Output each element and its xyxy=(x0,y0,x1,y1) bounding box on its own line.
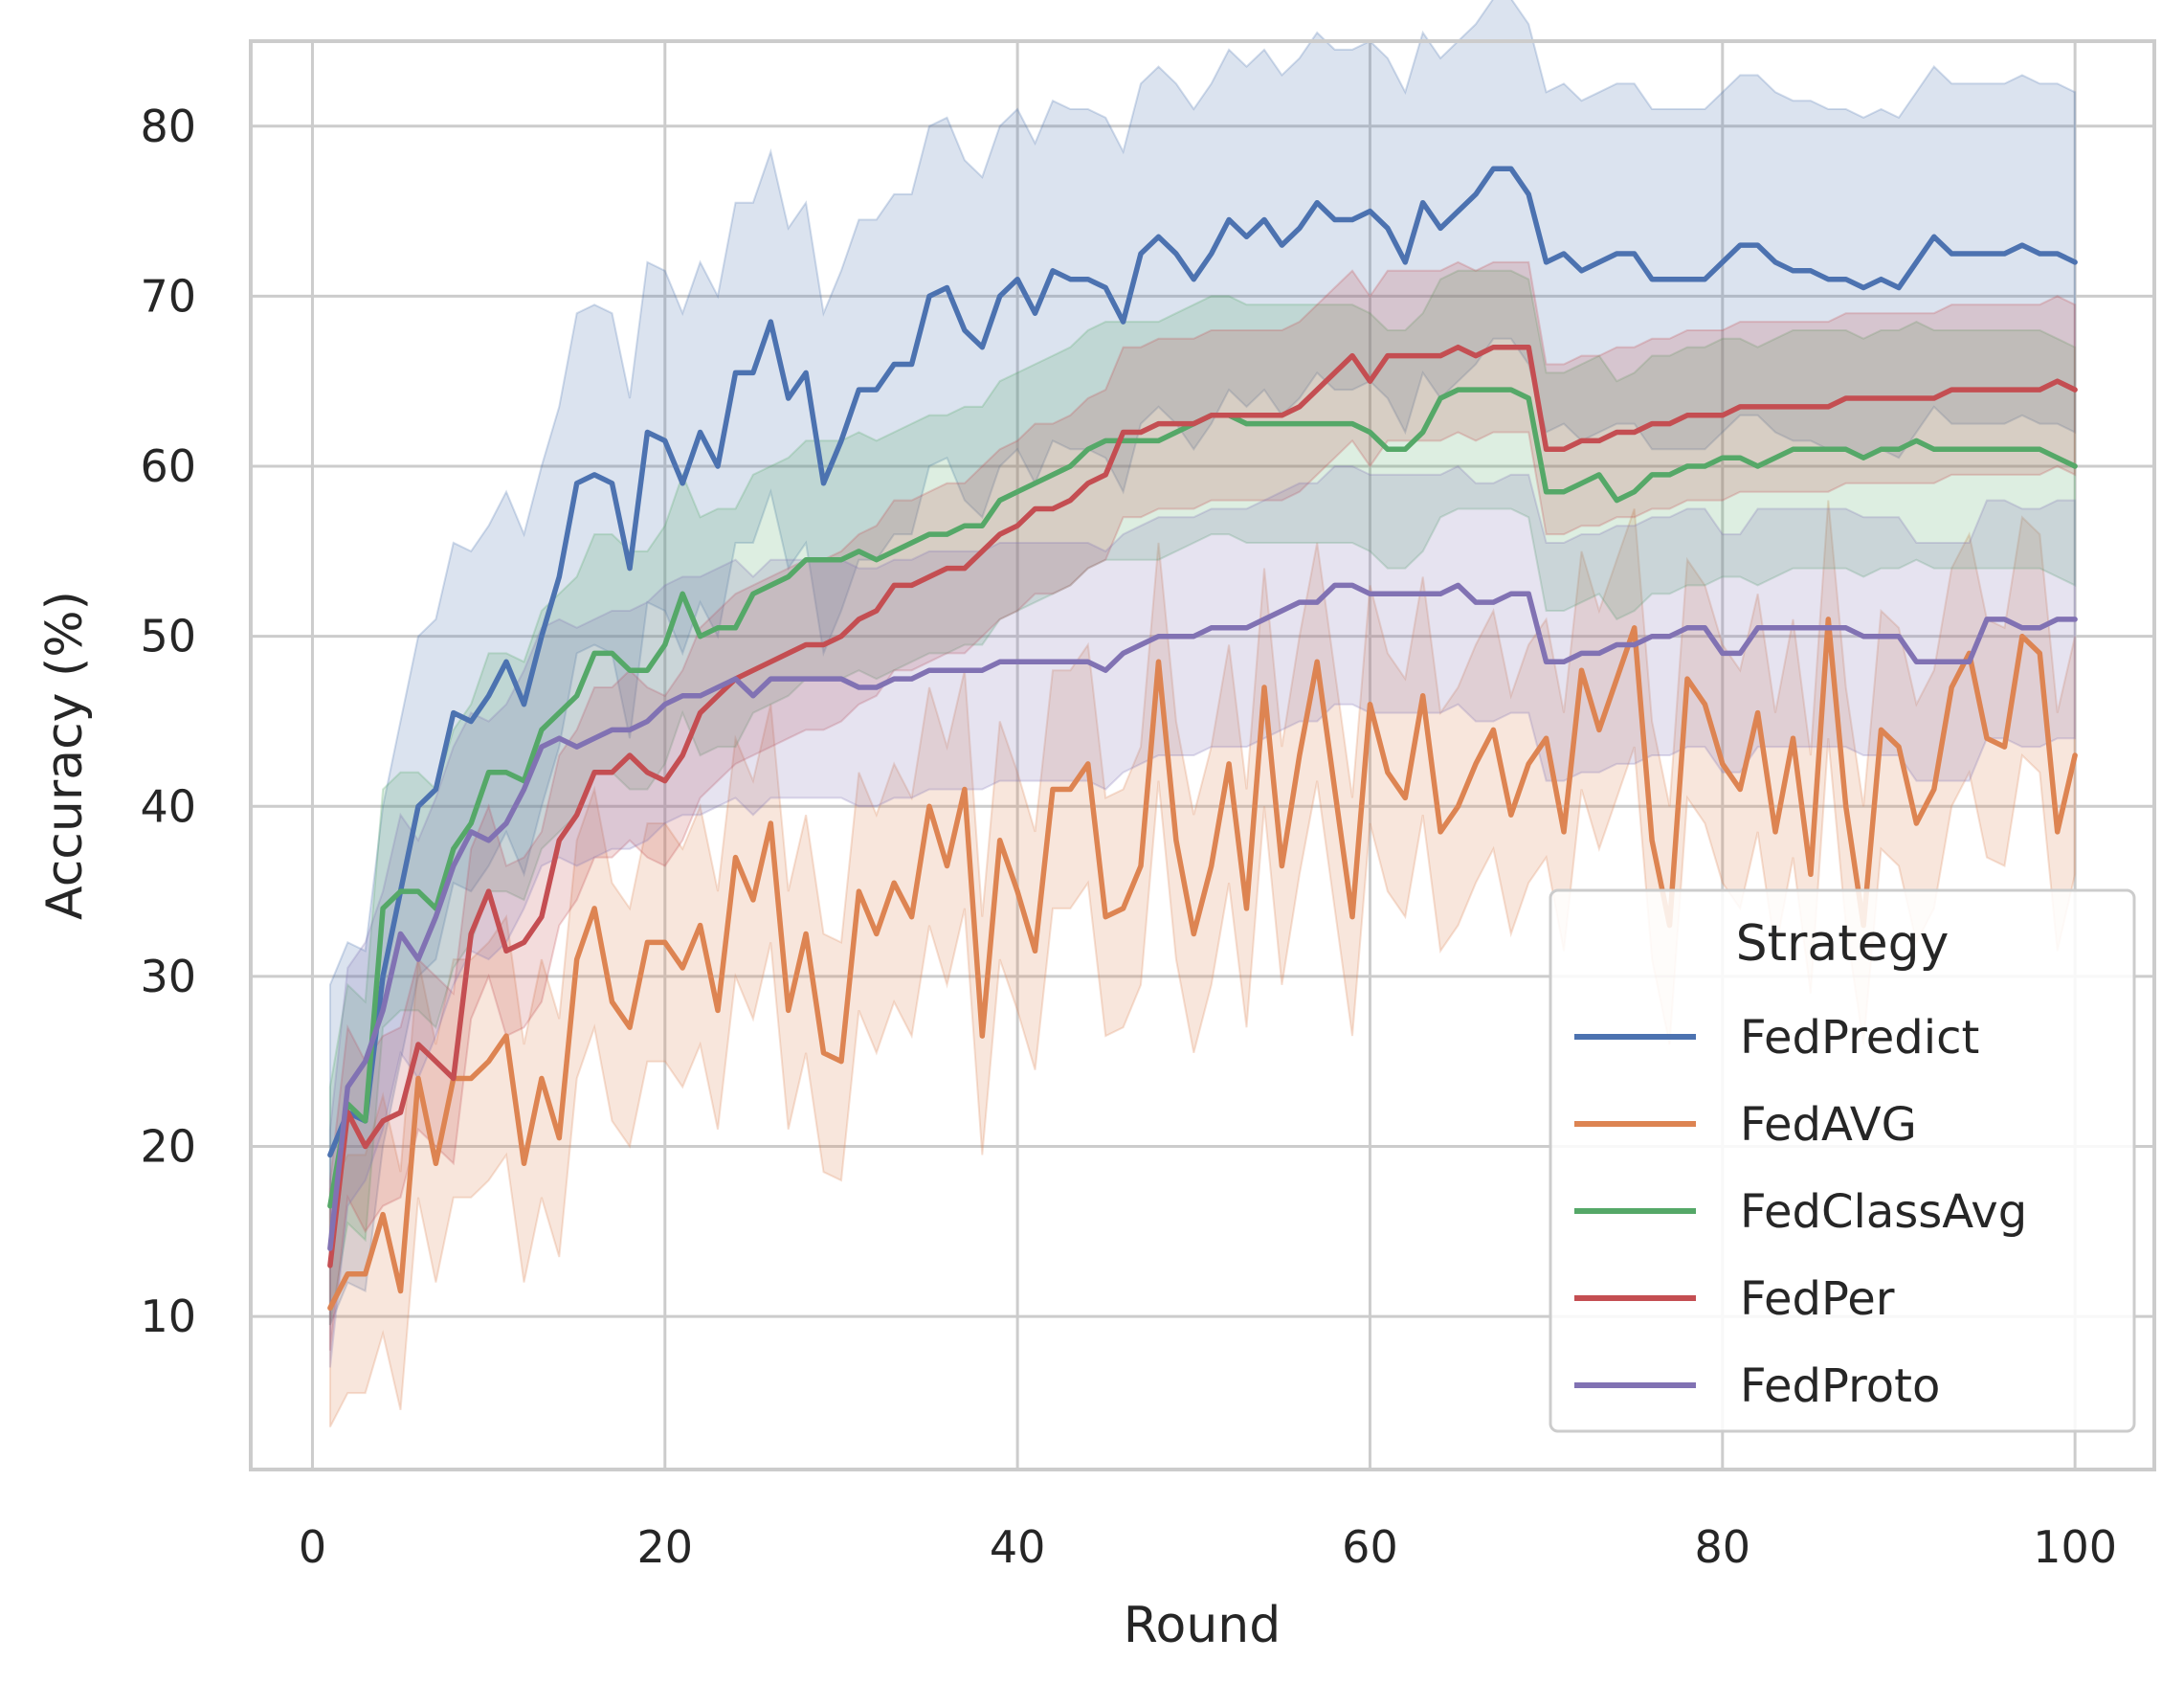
series-line-fedpredict xyxy=(327,166,2078,1158)
y-tick-label: 40 xyxy=(140,780,196,832)
y-tick-label: 60 xyxy=(140,440,196,492)
x-tick-label: 60 xyxy=(1342,1521,1398,1573)
plot-frame xyxy=(249,39,2156,1471)
series-band-fedper xyxy=(328,260,2077,1351)
series-band-fedavg xyxy=(328,500,2077,1428)
series-lines xyxy=(327,166,2078,1312)
x-tick-label: 20 xyxy=(637,1521,694,1573)
y-axis-label: Accuracy (%) xyxy=(36,591,94,920)
legend-items: FedPredict FedAVG FedClassAvg FedPer FedProt… xyxy=(1574,1011,2027,1413)
y-tick-label: 10 xyxy=(140,1290,196,1342)
legend-label-fedproto: FedProto xyxy=(1740,1359,1940,1413)
x-tick-label: 0 xyxy=(299,1521,326,1573)
legend-label-fedclassavg: FedClassAvg xyxy=(1740,1185,2027,1239)
legend-label-fedpredict: FedPredict xyxy=(1740,1011,1979,1065)
y-tick-label: 80 xyxy=(140,101,196,152)
y-tick-label: 50 xyxy=(140,611,196,662)
series-band-fedclassavg xyxy=(328,269,2077,1326)
series-line-fedper xyxy=(327,344,2078,1268)
x-axis-label: Round xyxy=(1124,1597,1281,1654)
y-tick-labels: 10 20 30 40 50 60 70 80 xyxy=(140,101,196,1342)
legend: Strategy FedPredictFedAVGFedClassAvgFedP… xyxy=(1549,888,2136,1433)
legend-title: Strategy xyxy=(1736,915,1950,973)
x-tick-labels: 0 20 40 60 80 100 xyxy=(299,1521,2117,1573)
x-tick-label: 40 xyxy=(990,1521,1046,1573)
series-line-fedavg xyxy=(327,617,2078,1312)
y-tick-label: 70 xyxy=(140,270,196,322)
x-tick-label: 80 xyxy=(1695,1521,1751,1573)
legend-label-fedper: FedPer xyxy=(1740,1272,1895,1326)
series-line-fedproto xyxy=(327,582,2078,1251)
y-tick-label: 20 xyxy=(140,1121,196,1173)
legend-label-fedavg: FedAVG xyxy=(1740,1098,1917,1152)
y-tick-label: 30 xyxy=(140,951,196,1002)
legend-frame xyxy=(1549,888,2136,1433)
x-tick-label: 100 xyxy=(2033,1521,2117,1573)
